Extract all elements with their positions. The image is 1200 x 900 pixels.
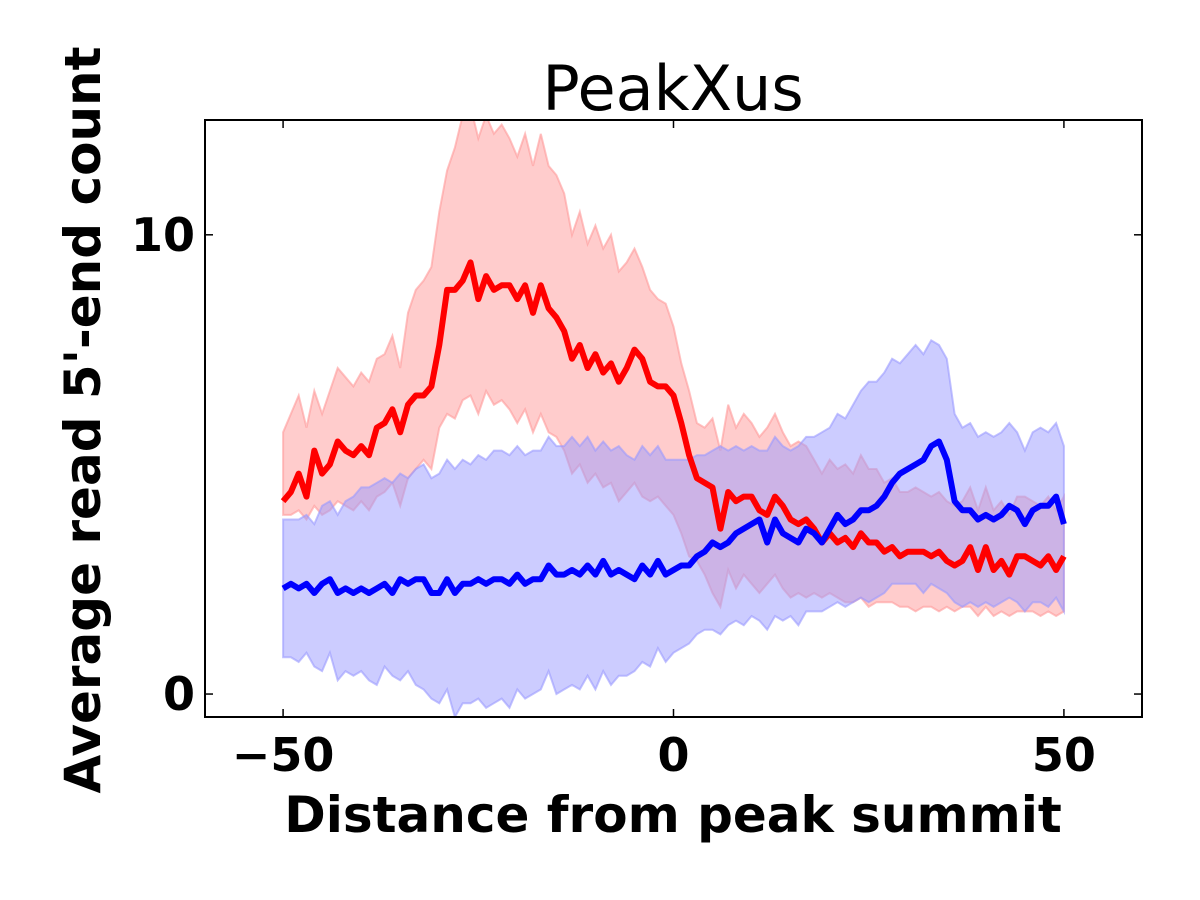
y-tick-label: 0 bbox=[163, 667, 195, 721]
y-axis-label: Average read 5'-end count bbox=[54, 46, 112, 793]
chart-title: PeakXus bbox=[542, 52, 803, 125]
x-tick-label: 0 bbox=[657, 728, 689, 782]
x-tick-label: 50 bbox=[1032, 728, 1096, 782]
y-axis: 0 10 bbox=[131, 208, 1142, 721]
plot-area bbox=[280, 120, 1067, 717]
x-axis-label: Distance from peak summit bbox=[284, 786, 1062, 844]
confidence-band-2 bbox=[282, 339, 1065, 717]
x-tick-label: −50 bbox=[232, 728, 335, 782]
series-line-2 bbox=[281, 438, 1067, 596]
y-tick-label: 10 bbox=[131, 208, 195, 262]
x-axis: −50 0 50 bbox=[232, 120, 1096, 782]
series-line-1 bbox=[280, 259, 1067, 578]
